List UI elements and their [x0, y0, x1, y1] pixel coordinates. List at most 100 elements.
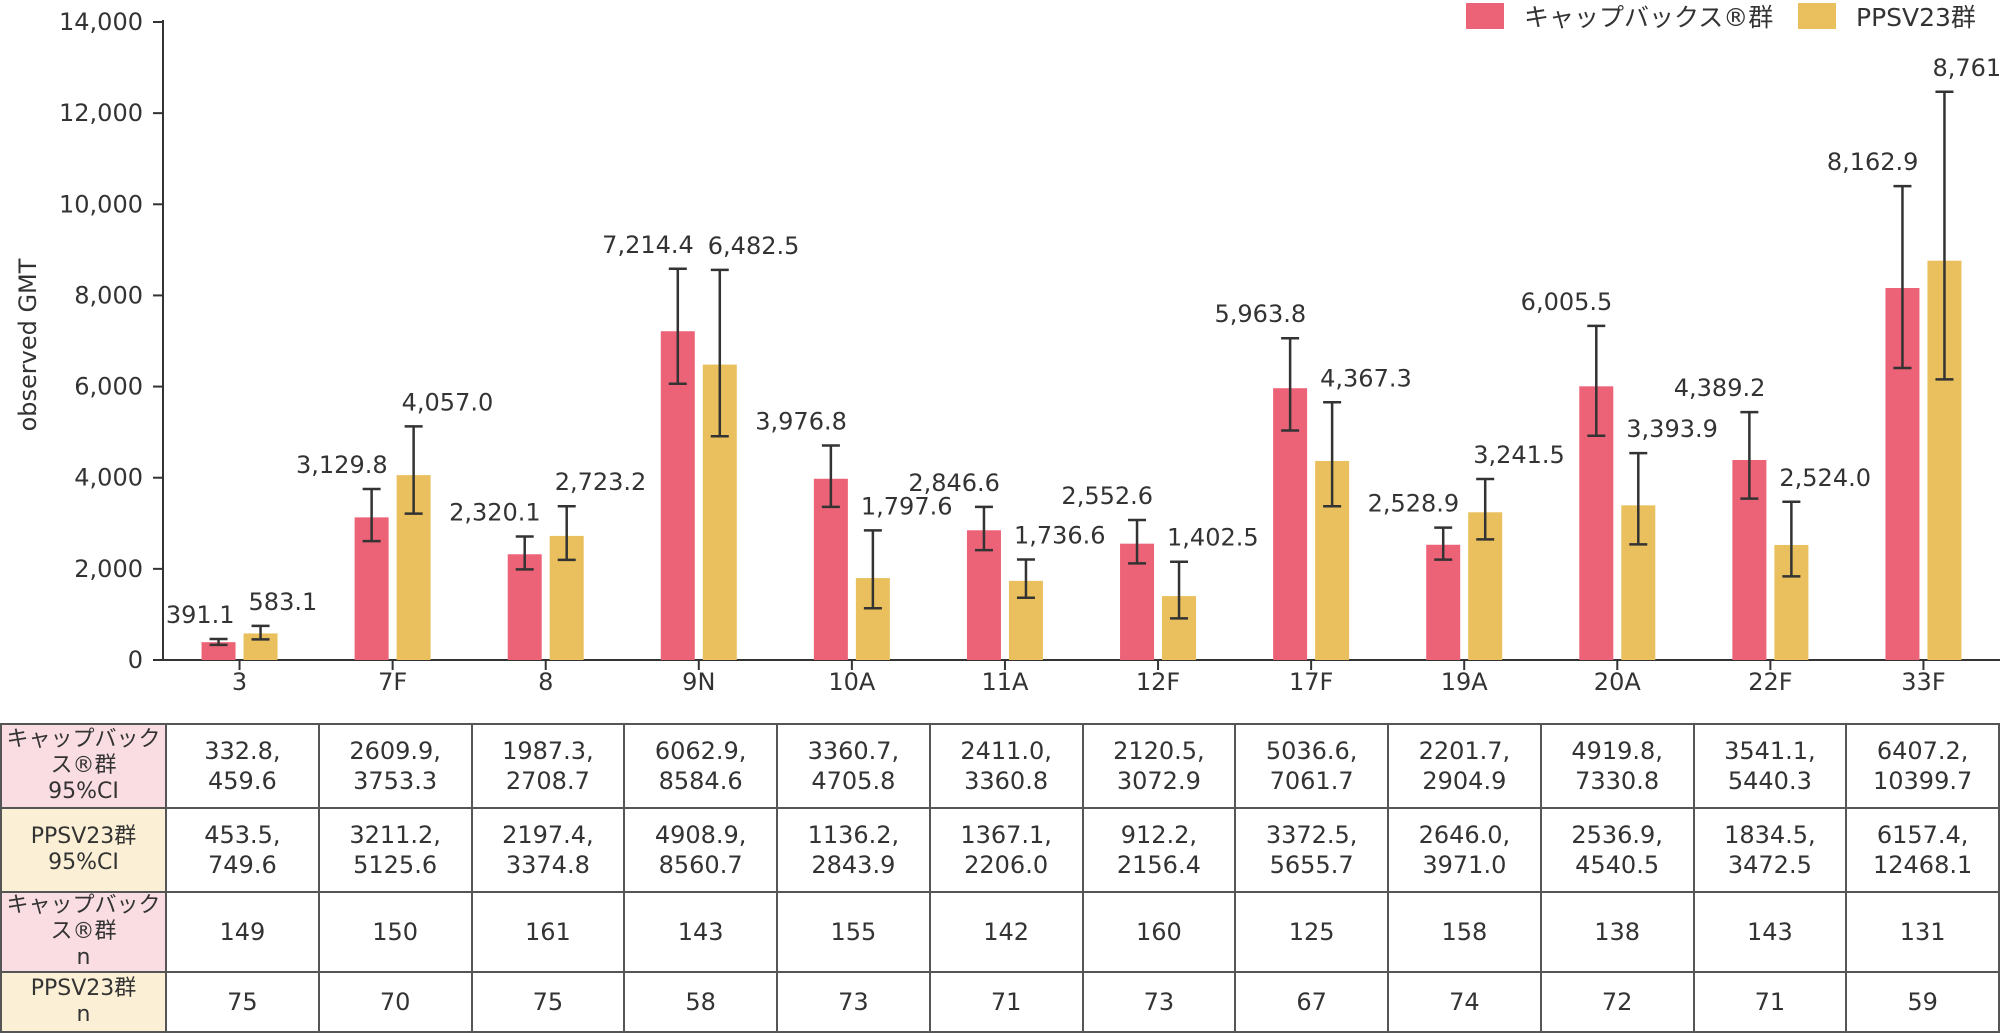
table-cell: 453.5, 749.6 — [165, 807, 320, 893]
table-cell: 75 — [165, 971, 320, 1033]
cell-line: 2156.4 — [1116, 851, 1201, 879]
data-label: 5,963.8 — [1215, 300, 1307, 328]
table-cell: 70 — [317, 971, 473, 1033]
x-tick-label: 3 — [232, 668, 247, 696]
table-cell: 1136.2, 2843.9 — [776, 807, 931, 893]
y-tick-label: 8,000 — [74, 281, 143, 309]
cell-line: 5036.6, — [1265, 737, 1358, 765]
cell-line: 150 — [372, 918, 419, 946]
cell-line: 8584.6 — [658, 767, 743, 795]
data-label: 1,736.6 — [1014, 521, 1106, 549]
x-tick-label: 33F — [1901, 668, 1945, 696]
data-label: 8,761.9 — [1932, 54, 2000, 82]
cell-line: 3211.2, — [349, 821, 441, 849]
cell-line: 138 — [1594, 918, 1641, 946]
cell-line: 5440.3 — [1727, 767, 1812, 795]
row-header-line: 95%CI — [48, 850, 119, 875]
cell-line: 5655.7 — [1269, 851, 1354, 879]
cell-line: 149 — [219, 918, 266, 946]
cell-line: 3372.5, — [1265, 821, 1358, 849]
cell-line: 3360.7, — [807, 737, 900, 765]
table-cell: 2120.5, 3072.9 — [1081, 723, 1237, 809]
table-cell: 332.8, 459.6 — [165, 723, 320, 809]
cell-line: 3753.3 — [353, 767, 438, 795]
data-label: 4,057.0 — [402, 388, 494, 416]
x-tick-label: 22F — [1748, 668, 1792, 696]
table-cell: 1367.1, 2206.0 — [928, 807, 1084, 893]
cell-line: 453.5, — [204, 821, 281, 849]
table-cell: 3541.1, 5440.3 — [1692, 723, 1848, 809]
table-cell: 143 — [1692, 891, 1848, 973]
x-tick-label: 10A — [828, 668, 876, 696]
table-cell: 1987.3, 2708.7 — [470, 723, 626, 809]
cell-line: 2536.9, — [1571, 821, 1663, 849]
axes: 0 2,000 4,000 6,000 8,000 10,000 12,000 14,000 3… — [59, 8, 2000, 696]
table-cell: 59 — [1845, 971, 2000, 1033]
table-cell: 73 — [1081, 971, 1237, 1033]
table-cell: 2411.0, 3360.8 — [928, 723, 1084, 809]
cell-line: 332.8, — [204, 737, 281, 765]
bars: 391.1 583.1 3,129.8 4,057.0 2,320.1 2,723.2 7,… — [166, 54, 2000, 660]
cell-line: 2206.0 — [964, 851, 1049, 879]
cell-line: 459.6 — [208, 767, 277, 795]
cell-line: 75 — [227, 988, 258, 1016]
cell-line: 749.6 — [208, 851, 277, 879]
table-cell: 158 — [1387, 891, 1542, 973]
y-tick-label: 14,000 — [59, 8, 143, 36]
x-tick-label: 9N — [682, 668, 715, 696]
row-header-line: PPSV23群 — [30, 976, 137, 1001]
cell-line: 3072.9 — [1116, 767, 1201, 795]
y-axis-label: observed GMT — [14, 258, 42, 431]
x-tick-label: 7F — [378, 668, 407, 696]
cell-line: 158 — [1441, 918, 1488, 946]
table-cell: 72 — [1539, 971, 1695, 1033]
bar-capvaxive — [966, 530, 1001, 660]
table-row: キャップバックス®群 95%CI 332.8, 459.6 2609.9, 3753.3 1… — [0, 723, 2000, 809]
table-cell: 912.2, 2156.4 — [1081, 807, 1237, 893]
cell-line: 73 — [1143, 988, 1175, 1016]
table-cell: 1834.5, 3472.5 — [1692, 807, 1848, 893]
table-cell: 6407.2, 10399.7 — [1845, 723, 2000, 809]
cell-line: 142 — [983, 918, 1030, 946]
table-cell: 160 — [1081, 891, 1237, 973]
table-cell: 67 — [1234, 971, 1389, 1033]
row-header: キャップバックス®群 95%CI — [0, 723, 167, 809]
cell-line: 70 — [379, 988, 411, 1016]
table-cell: 3360.7, 4705.8 — [776, 723, 931, 809]
data-label: 2,528.9 — [1368, 490, 1460, 518]
x-tick-label: 11A — [981, 668, 1029, 696]
table-cell: 3372.5, 5655.7 — [1234, 807, 1389, 893]
cell-line: 6157.4, — [1876, 821, 1969, 849]
cell-line: 6407.2, — [1876, 737, 1969, 765]
data-label: 2,552.6 — [1061, 482, 1153, 510]
cell-line: 2904.9 — [1422, 767, 1507, 795]
bar-capvaxive — [1273, 388, 1308, 660]
cell-line: 4908.9, — [654, 821, 747, 849]
table-cell: 149 — [165, 891, 320, 973]
cell-line: 143 — [1746, 918, 1793, 946]
row-header: PPSV23群 n — [0, 971, 167, 1033]
data-label: 3,976.8 — [755, 408, 847, 436]
cell-line: 59 — [1907, 988, 1938, 1016]
table-cell: 2197.4, 3374.8 — [470, 807, 626, 893]
data-label: 7,214.4 — [602, 231, 694, 259]
row-header-line: n — [76, 945, 91, 970]
cell-line: 6062.9, — [654, 737, 747, 765]
cell-line: 2609.9, — [349, 737, 441, 765]
y-tick-label: 2,000 — [74, 555, 143, 583]
legend: キャップバックス®群 PPSV23群 — [1466, 3, 1976, 32]
x-tick-label: 19A — [1441, 668, 1489, 696]
cell-line: 3472.5 — [1727, 851, 1812, 879]
cell-line: 2120.5, — [1113, 737, 1205, 765]
row-header-line: キャップバックス®群 — [6, 727, 161, 778]
cell-line: 2646.0, — [1418, 821, 1511, 849]
table-cell: 2646.0, 3971.0 — [1387, 807, 1542, 893]
cell-line: 131 — [1899, 918, 1946, 946]
cell-line: 12468.1 — [1873, 851, 1973, 879]
gmt-bar-chart: observed GMT キャップバックス®群 PPSV23群 0 2,000 4,… — [14, 3, 2000, 696]
cell-line: 67 — [1296, 988, 1327, 1016]
cell-line: 2411.0, — [960, 737, 1052, 765]
data-label: 391.1 — [166, 601, 235, 629]
legend-swatch-ppsv23 — [1798, 3, 1836, 29]
table-cell: 138 — [1539, 891, 1695, 973]
